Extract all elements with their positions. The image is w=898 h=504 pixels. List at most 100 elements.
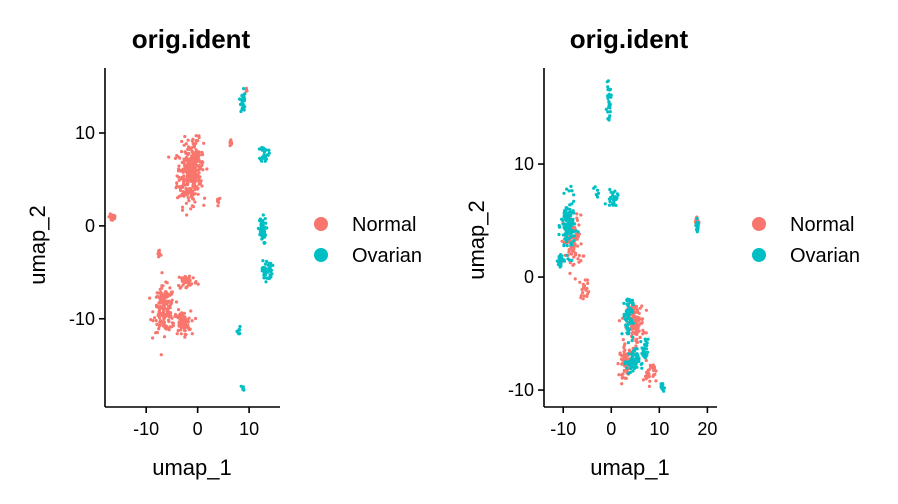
point-ovarian bbox=[259, 223, 263, 227]
point-ovarian bbox=[268, 273, 272, 277]
point-normal bbox=[188, 147, 192, 151]
point-normal bbox=[581, 254, 585, 258]
point-normal bbox=[577, 253, 581, 258]
point-normal bbox=[586, 281, 590, 285]
point-normal bbox=[620, 382, 624, 386]
point-normal bbox=[587, 290, 591, 294]
point-ovarian bbox=[257, 147, 261, 151]
point-normal bbox=[177, 275, 181, 279]
point-ovarian bbox=[567, 189, 571, 193]
y-axis-title: umap_2 bbox=[464, 200, 489, 280]
point-ovarian bbox=[264, 280, 268, 284]
point-normal bbox=[192, 178, 196, 182]
point-ovarian bbox=[261, 219, 265, 223]
x-tick-label: 0 bbox=[606, 419, 616, 439]
point-normal bbox=[654, 369, 658, 373]
point-ovarian bbox=[262, 153, 266, 157]
point-normal bbox=[151, 336, 155, 340]
point-normal bbox=[169, 301, 174, 305]
point-ovarian bbox=[625, 302, 629, 306]
legend-marker-normal bbox=[314, 217, 328, 231]
point-normal bbox=[616, 362, 620, 366]
point-ovarian bbox=[565, 187, 569, 191]
point-normal bbox=[622, 350, 626, 354]
point-ovarian bbox=[644, 339, 648, 343]
point-ovarian bbox=[629, 367, 633, 371]
point-normal bbox=[164, 290, 168, 294]
point-ovarian bbox=[565, 239, 569, 243]
point-ovarian bbox=[660, 386, 664, 390]
point-ovarian bbox=[262, 232, 266, 236]
point-ovarian bbox=[264, 221, 268, 225]
point-ovarian bbox=[627, 298, 632, 302]
point-normal bbox=[572, 255, 576, 259]
point-ovarian bbox=[241, 387, 245, 391]
point-ovarian bbox=[260, 155, 264, 159]
point-normal bbox=[159, 290, 163, 295]
point-normal bbox=[190, 157, 194, 161]
point-ovarian bbox=[620, 332, 624, 336]
point-normal bbox=[620, 376, 624, 380]
point-normal bbox=[182, 281, 186, 285]
point-ovarian bbox=[259, 226, 263, 230]
point-ovarian bbox=[633, 357, 637, 361]
point-normal bbox=[194, 139, 198, 143]
point-ovarian bbox=[258, 231, 262, 236]
point-ovarian bbox=[265, 153, 269, 157]
point-normal bbox=[186, 171, 190, 175]
plot-title: orig.ident bbox=[132, 24, 251, 54]
point-ovarian bbox=[238, 97, 242, 101]
point-ovarian bbox=[237, 331, 241, 335]
point-normal bbox=[571, 263, 575, 267]
point-ovarian bbox=[562, 191, 566, 195]
point-normal bbox=[181, 316, 186, 320]
point-ovarian bbox=[595, 188, 600, 192]
point-normal bbox=[170, 316, 174, 320]
point-normal bbox=[186, 181, 190, 186]
x-axis-title: umap_1 bbox=[590, 455, 670, 480]
point-normal bbox=[182, 180, 186, 184]
point-normal bbox=[191, 205, 196, 209]
point-normal bbox=[199, 179, 203, 183]
point-normal bbox=[648, 379, 652, 383]
point-ovarian bbox=[627, 362, 631, 367]
point-ovarian bbox=[558, 265, 562, 269]
point-normal bbox=[183, 150, 187, 154]
point-ovarian bbox=[561, 222, 565, 226]
point-ovarian bbox=[568, 236, 572, 240]
point-ovarian bbox=[630, 308, 634, 312]
point-normal bbox=[162, 335, 167, 339]
point-normal bbox=[171, 324, 175, 328]
point-normal bbox=[182, 311, 186, 315]
point-normal bbox=[167, 299, 171, 303]
point-ovarian bbox=[261, 259, 265, 263]
point-ovarian bbox=[263, 273, 267, 277]
point-ovarian bbox=[562, 258, 566, 262]
point-ovarian bbox=[572, 239, 576, 243]
point-normal bbox=[179, 328, 183, 332]
point-ovarian bbox=[616, 193, 620, 197]
point-ovarian bbox=[630, 357, 634, 362]
point-normal bbox=[650, 366, 654, 370]
point-normal bbox=[179, 332, 183, 336]
point-normal bbox=[191, 197, 195, 201]
point-normal bbox=[630, 325, 634, 329]
point-ovarian bbox=[557, 224, 561, 228]
point-ovarian bbox=[570, 229, 574, 233]
y-tick-label: 0 bbox=[85, 216, 95, 236]
point-normal bbox=[196, 192, 200, 196]
point-normal bbox=[646, 375, 651, 379]
point-normal bbox=[635, 319, 640, 323]
point-normal bbox=[180, 208, 185, 212]
point-ovarian bbox=[644, 350, 648, 354]
point-normal bbox=[197, 171, 201, 175]
point-ovarian bbox=[639, 340, 643, 344]
point-ovarian bbox=[635, 347, 639, 351]
point-normal bbox=[229, 138, 233, 142]
point-ovarian bbox=[566, 228, 571, 232]
point-normal bbox=[635, 310, 639, 314]
point-normal bbox=[644, 308, 649, 312]
point-normal bbox=[228, 141, 232, 145]
point-normal bbox=[576, 257, 580, 261]
point-normal bbox=[168, 306, 172, 310]
